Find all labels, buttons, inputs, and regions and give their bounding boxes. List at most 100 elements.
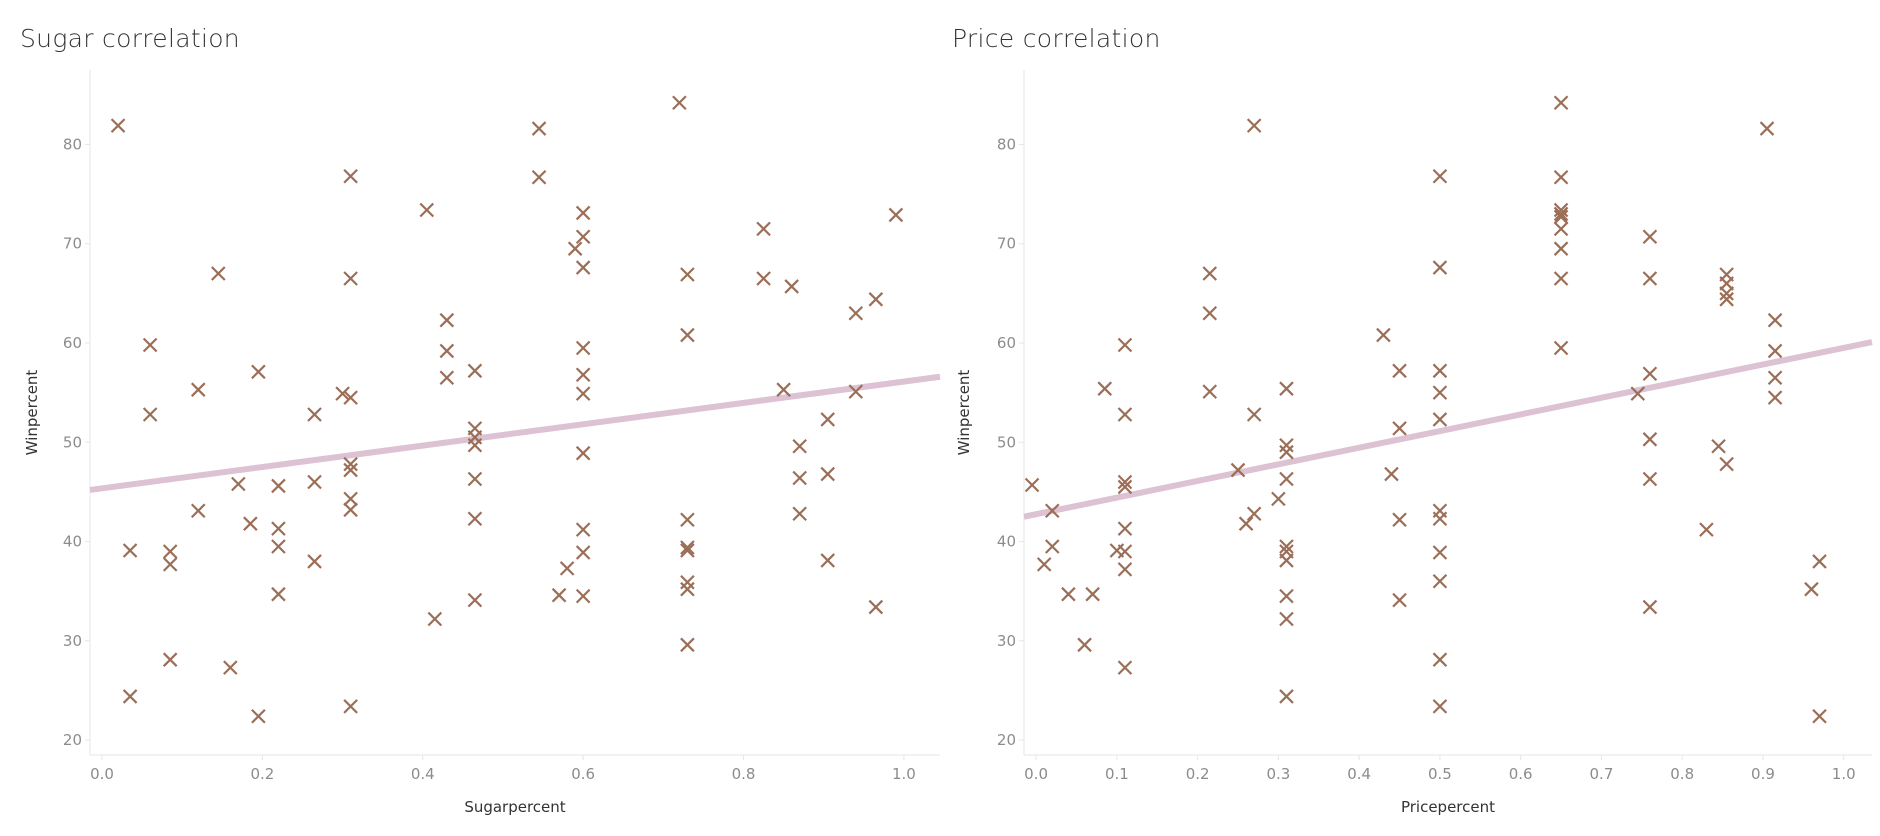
data-point[interactable] (1246, 506, 1262, 522)
data-point[interactable] (575, 367, 591, 383)
data-point[interactable] (467, 471, 483, 487)
data-point[interactable] (1711, 438, 1726, 454)
data-point[interactable] (1279, 381, 1294, 396)
data-point[interactable] (1061, 586, 1076, 602)
data-point[interactable] (190, 503, 206, 519)
data-point[interactable] (1630, 386, 1646, 401)
data-point[interactable] (439, 312, 455, 328)
data-point[interactable] (1230, 462, 1246, 478)
data-point[interactable] (820, 466, 836, 482)
data-point[interactable] (1432, 699, 1448, 714)
data-point[interactable] (467, 437, 483, 453)
data-point[interactable] (343, 462, 358, 478)
data-point[interactable] (162, 544, 178, 559)
data-point[interactable] (680, 327, 695, 343)
data-point[interactable] (868, 599, 884, 615)
data-point[interactable] (1553, 221, 1569, 237)
data-point[interactable] (1117, 479, 1133, 495)
data-point[interactable] (1085, 586, 1100, 602)
data-point[interactable] (1024, 477, 1040, 493)
data-point[interactable] (1812, 709, 1827, 724)
data-point[interactable] (1117, 337, 1133, 353)
data-point[interactable] (211, 266, 226, 281)
data-point[interactable] (531, 121, 547, 136)
data-point[interactable] (1271, 491, 1286, 507)
data-point[interactable] (680, 267, 695, 282)
data-point[interactable] (1202, 305, 1218, 321)
data-point[interactable] (1553, 206, 1569, 222)
data-point[interactable] (1044, 503, 1060, 519)
data-point[interactable] (1767, 343, 1783, 359)
data-point[interactable] (1279, 437, 1294, 453)
data-point[interactable] (680, 574, 695, 590)
data-point[interactable] (1238, 516, 1254, 531)
data-point[interactable] (343, 491, 358, 507)
data-point[interactable] (439, 343, 455, 359)
data-point[interactable] (820, 412, 836, 427)
data-point[interactable] (231, 476, 246, 492)
data-point[interactable] (1432, 363, 1448, 379)
data-point[interactable] (243, 516, 258, 531)
data-point[interactable] (1432, 573, 1448, 589)
data-point[interactable] (820, 553, 836, 568)
data-point[interactable] (343, 168, 358, 184)
data-point[interactable] (868, 292, 884, 307)
data-point[interactable] (1117, 521, 1133, 536)
data-point[interactable] (1036, 557, 1052, 572)
data-point[interactable] (575, 340, 591, 356)
data-point[interactable] (1553, 241, 1569, 256)
data-point[interactable] (1077, 637, 1092, 653)
data-point[interactable] (848, 305, 864, 321)
data-point[interactable] (1202, 384, 1218, 399)
data-point[interactable] (223, 660, 238, 675)
data-point[interactable] (1097, 381, 1113, 396)
data-point[interactable] (1812, 554, 1827, 569)
data-point[interactable] (142, 337, 158, 353)
data-point[interactable] (307, 554, 322, 569)
data-point[interactable] (1553, 271, 1569, 286)
data-point[interactable] (1279, 588, 1294, 604)
data-point[interactable] (575, 522, 591, 537)
data-point[interactable] (1202, 266, 1218, 281)
data-point[interactable] (1392, 421, 1407, 436)
data-point[interactable] (1553, 169, 1569, 185)
data-point[interactable] (1642, 432, 1658, 447)
data-point[interactable] (1384, 466, 1399, 482)
data-point[interactable] (1432, 412, 1448, 427)
data-point[interactable] (343, 390, 358, 405)
data-point[interactable] (575, 588, 591, 604)
data-point[interactable] (427, 611, 443, 627)
data-point[interactable] (1392, 512, 1407, 527)
data-point[interactable] (1719, 456, 1734, 472)
data-point[interactable] (467, 511, 483, 527)
data-point[interactable] (1432, 260, 1448, 275)
data-point[interactable] (343, 456, 358, 472)
data-point[interactable] (271, 539, 286, 554)
data-point[interactable] (343, 502, 358, 518)
data-point[interactable] (1279, 553, 1294, 568)
data-point[interactable] (1392, 363, 1407, 379)
data-point[interactable] (467, 363, 483, 379)
data-point[interactable] (680, 637, 695, 653)
data-point[interactable] (122, 689, 138, 704)
data-point[interactable] (792, 470, 807, 486)
data-point[interactable] (575, 386, 591, 401)
data-point[interactable] (1432, 168, 1448, 184)
data-point[interactable] (162, 557, 178, 572)
data-point[interactable] (680, 512, 695, 527)
data-point[interactable] (531, 169, 547, 185)
data-point[interactable] (575, 545, 591, 560)
data-point[interactable] (1117, 562, 1133, 577)
data-point[interactable] (680, 581, 695, 597)
data-point[interactable] (756, 221, 771, 237)
data-point[interactable] (1432, 652, 1448, 667)
data-point[interactable] (1279, 689, 1294, 704)
data-point[interactable] (1432, 545, 1448, 560)
data-point[interactable] (575, 229, 591, 245)
data-point[interactable] (335, 386, 350, 401)
data-point[interactable] (110, 118, 126, 133)
data-point[interactable] (1804, 581, 1819, 597)
data-point[interactable] (1767, 390, 1783, 405)
data-point[interactable] (1044, 539, 1060, 554)
data-point[interactable] (672, 95, 687, 111)
